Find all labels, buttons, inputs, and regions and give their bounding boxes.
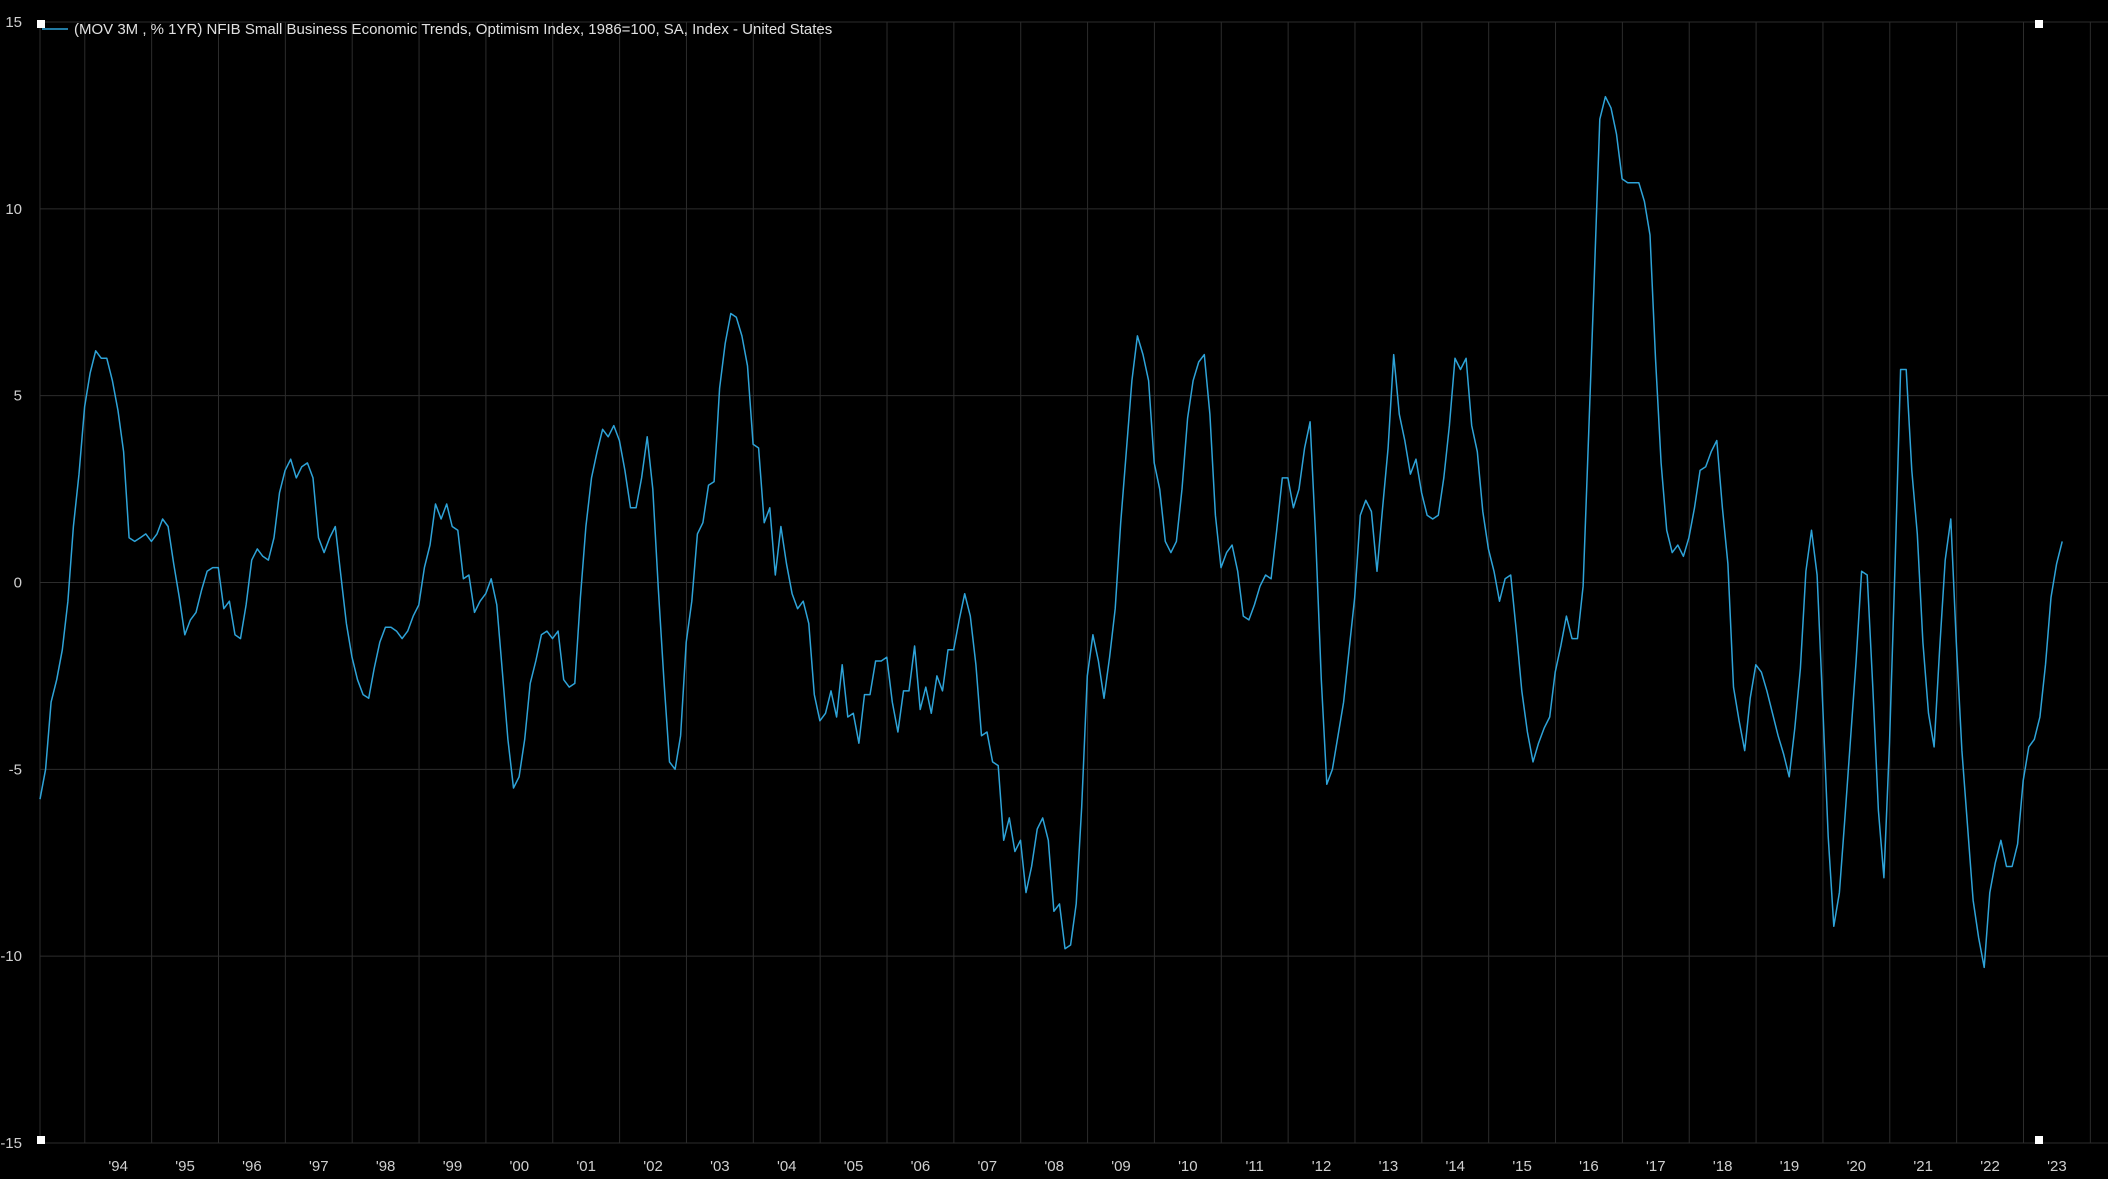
- legend-label: (MOV 3M , % 1YR) NFIB Small Business Eco…: [74, 21, 832, 38]
- x-tick-label: '07: [978, 1158, 998, 1175]
- x-tick-label: '11: [1245, 1158, 1263, 1175]
- series-line: [39, 95, 2063, 969]
- x-tick-label: '18: [1713, 1158, 1733, 1175]
- x-tick-label: '13: [1379, 1158, 1399, 1175]
- y-tick-label: 0: [14, 575, 22, 592]
- x-tick-label: '10: [1178, 1158, 1198, 1175]
- x-tick-label: '17: [1646, 1158, 1666, 1175]
- x-tick-label: '01: [576, 1158, 596, 1175]
- x-tick-label: '09: [1111, 1158, 1131, 1175]
- x-tick-label: '21: [1913, 1158, 1933, 1175]
- x-tick-label: '15: [1512, 1158, 1532, 1175]
- x-tick-label: '12: [1312, 1158, 1332, 1175]
- y-tick-label: 5: [14, 388, 22, 405]
- y-tick-label: -15: [0, 1135, 22, 1152]
- y-tick-label: 15: [5, 14, 22, 31]
- x-tick-label: '99: [443, 1158, 463, 1175]
- series-layer: [39, 95, 2063, 969]
- x-tick-label: '96: [242, 1158, 262, 1175]
- bottom-right-handle[interactable]: [2035, 1136, 2043, 1144]
- x-tick-label: '22: [1980, 1158, 2000, 1175]
- x-tick-label: '05: [844, 1158, 864, 1175]
- legend: (MOV 3M , % 1YR) NFIB Small Business Eco…: [42, 21, 832, 38]
- y-tick-label: -5: [9, 761, 22, 778]
- x-tick-label: '98: [376, 1158, 396, 1175]
- x-axis: '94 '95 '96 '97 '98 '99 '00 '01 '02 '03 '04 '05 '06 '…: [108, 1158, 2066, 1175]
- x-tick-label: '95: [175, 1158, 195, 1175]
- x-tick-label: '08: [1044, 1158, 1064, 1175]
- x-tick-label: '14: [1445, 1158, 1465, 1175]
- y-axis: 15 10 5 0 -5 -10 -15: [0, 14, 22, 1152]
- x-tick-label: '02: [643, 1158, 663, 1175]
- chart-handles[interactable]: [37, 20, 2043, 1144]
- x-tick-label: '06: [911, 1158, 931, 1175]
- y-tick-label: 10: [5, 201, 22, 218]
- grid-layer: [39, 21, 2108, 1144]
- x-tick-label: '19: [1780, 1158, 1800, 1175]
- x-tick-label: '00: [510, 1158, 530, 1175]
- top-right-handle[interactable]: [2035, 20, 2043, 28]
- x-tick-label: '04: [777, 1158, 797, 1175]
- x-tick-label: '97: [309, 1158, 329, 1175]
- x-tick-label: '16: [1579, 1158, 1599, 1175]
- y-tick-label: -10: [0, 948, 22, 965]
- bottom-left-handle[interactable]: [37, 1136, 45, 1144]
- top-left-handle[interactable]: [37, 20, 45, 28]
- x-tick-label: '94: [108, 1158, 128, 1175]
- x-tick-label: '03: [710, 1158, 730, 1175]
- x-tick-label: '20: [1847, 1158, 1867, 1175]
- x-tick-label: '23: [2047, 1158, 2067, 1175]
